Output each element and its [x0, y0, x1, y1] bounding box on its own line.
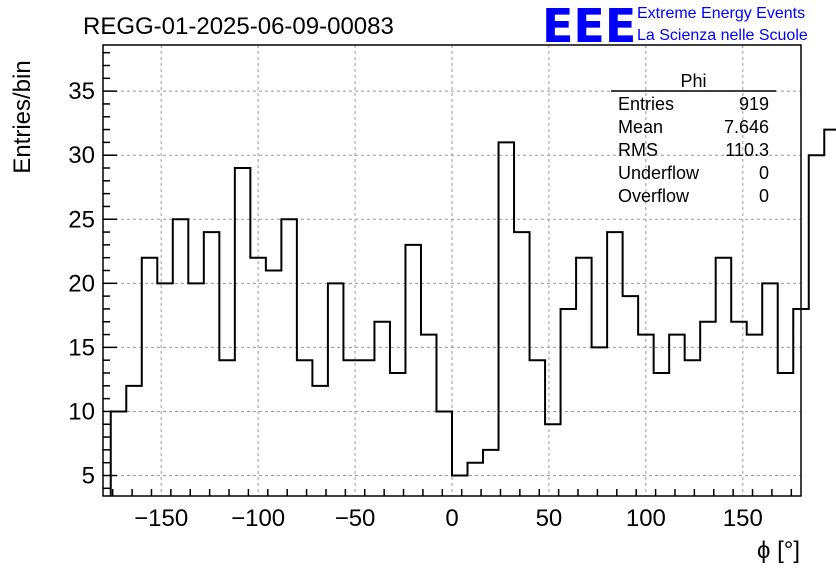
x-tick-label: 100 — [626, 505, 666, 532]
histogram-bin — [312, 386, 328, 496]
y-tick-label: 10 — [68, 398, 95, 425]
x-axis: −150 −100 −50 0 50 100 150 — [111, 489, 793, 532]
eee-logo-line2: La Scienza nelle Scuole — [637, 27, 808, 44]
x-axis-label: ϕ [°] — [757, 537, 800, 564]
stats-title: Phi — [680, 71, 706, 91]
histogram-bin — [266, 271, 282, 497]
histogram-bin — [638, 335, 654, 496]
stats-row-value: 7.646 — [724, 117, 769, 137]
y-tick-label: 20 — [68, 270, 95, 297]
y-tick-label: 5 — [82, 463, 95, 490]
histogram-bin — [343, 360, 359, 496]
stats-row-label: RMS — [618, 140, 658, 160]
histogram-bin — [204, 232, 220, 496]
histogram-bin — [405, 245, 421, 496]
histogram-bin — [623, 296, 639, 496]
stats-row-label: Overflow — [618, 186, 690, 206]
histogram-bin — [576, 258, 592, 496]
y-axis-label: Entries/bin — [9, 60, 36, 173]
stats-row-value: 110.3 — [725, 140, 769, 160]
histogram-bin — [188, 283, 204, 496]
eee-logo-line1: Extreme Energy Events — [637, 5, 805, 22]
histogram-bin — [142, 258, 158, 496]
y-tick-label: 15 — [68, 334, 95, 361]
histogram-bin — [483, 450, 499, 496]
stats-row-value: 0 — [759, 163, 769, 183]
histogram-bin — [592, 347, 608, 496]
histogram-bin — [809, 155, 825, 496]
histogram-bin — [157, 283, 173, 496]
chart-title: REGG-01-2025-06-09-00083 — [83, 13, 394, 40]
y-axis: 5 10 15 20 25 30 35 — [68, 51, 117, 490]
stats-row-value: 919 — [739, 94, 769, 114]
histogram-bin — [685, 360, 701, 496]
x-tick-label: 50 — [536, 505, 563, 532]
y-tick-label: 35 — [68, 78, 95, 105]
histogram-bin — [421, 335, 437, 496]
histogram-bin — [778, 373, 794, 496]
histogram-bin — [250, 258, 266, 496]
stats-row-label: Entries — [618, 94, 674, 114]
y-tick-label: 25 — [68, 206, 95, 233]
histogram-bin — [436, 411, 452, 496]
histogram-bin — [235, 168, 251, 496]
histogram-bin — [716, 258, 732, 496]
histogram-bin — [359, 360, 375, 496]
histogram-bin — [281, 219, 297, 496]
histogram-bin — [219, 360, 235, 496]
x-tick-label: 0 — [445, 505, 458, 532]
histogram-series — [109, 128, 836, 497]
histogram-bin — [126, 386, 142, 496]
x-tick-label: −150 — [134, 505, 188, 532]
stats-row-label: Underflow — [618, 163, 700, 183]
y-tick-label: 30 — [68, 142, 95, 169]
x-tick-label: −50 — [335, 505, 376, 532]
histogram-bin — [328, 283, 344, 496]
histogram-bin — [111, 411, 127, 496]
histogram-bin — [669, 335, 685, 496]
histogram-bin — [607, 232, 623, 496]
histogram-bin — [297, 360, 313, 496]
eee-logo: EEE Extreme Energy Events La Scienza nel… — [542, 0, 808, 53]
histogram-bin — [374, 322, 390, 496]
histogram-bin — [173, 219, 189, 496]
eee-logo-text: EEE — [542, 0, 636, 53]
histogram-line — [109, 128, 836, 496]
histogram-bin — [545, 424, 561, 496]
x-tick-label: −100 — [231, 505, 285, 532]
histogram-bin — [762, 283, 778, 496]
histogram-bin — [654, 373, 670, 496]
histogram-bin — [390, 373, 406, 496]
x-tick-label: 150 — [723, 505, 763, 532]
histogram-bin — [700, 322, 716, 496]
histogram-bin — [452, 476, 468, 497]
stats-box: Phi Entries 919 Mean 7.646 RMS 110.3 Underflow… — [611, 71, 776, 206]
histogram-bin — [499, 142, 515, 496]
histogram-bin — [514, 232, 530, 496]
histogram-bin — [561, 309, 577, 496]
histogram-bin — [530, 360, 546, 496]
stats-row-value: 0 — [759, 186, 769, 206]
histogram-bin — [731, 322, 747, 496]
histogram-bin — [747, 335, 763, 496]
histogram-bin — [824, 130, 836, 496]
stats-row-label: Mean — [618, 117, 663, 137]
